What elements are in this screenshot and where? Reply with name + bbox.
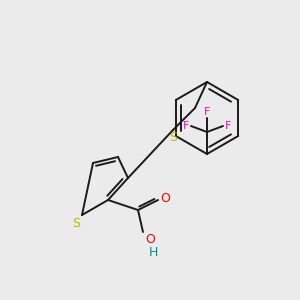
Text: F: F: [204, 107, 210, 117]
Text: H: H: [148, 246, 158, 259]
Text: O: O: [160, 193, 170, 206]
Text: O: O: [145, 233, 155, 246]
Text: S: S: [169, 131, 177, 144]
Text: F: F: [225, 121, 231, 131]
Text: S: S: [72, 217, 80, 230]
Text: F: F: [183, 121, 189, 131]
